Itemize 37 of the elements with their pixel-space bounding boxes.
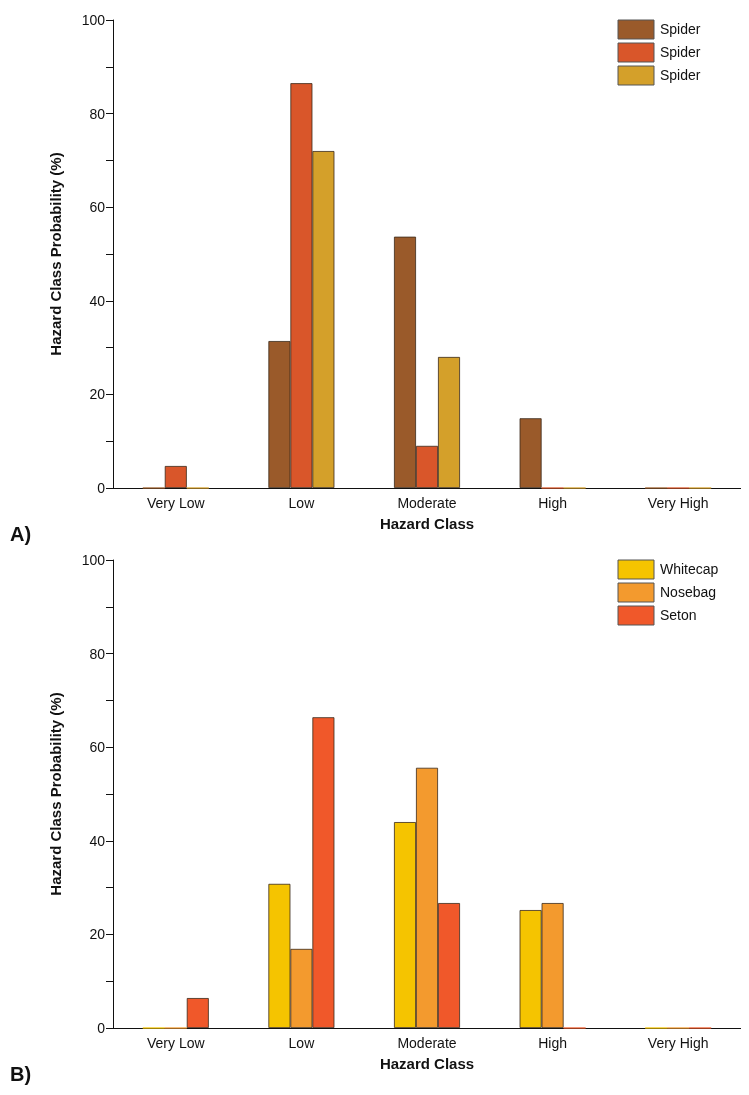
legend-label: Spider xyxy=(660,44,701,60)
x-tick-label: Low xyxy=(288,1035,316,1051)
bar xyxy=(186,998,209,1028)
y-tick-label: 100 xyxy=(81,552,106,568)
x-tick-label: High xyxy=(538,1035,567,1051)
legend-label: Nosebag xyxy=(660,584,717,600)
y-tick-label: 0 xyxy=(97,1020,106,1036)
x-tick-label: Low xyxy=(288,495,316,511)
x-tick-label: Very High xyxy=(647,1035,709,1051)
y-tick-label: 80 xyxy=(89,105,106,122)
y-axis-title: Hazard Class Probability (%) xyxy=(47,152,64,356)
x-tick-label: Moderate xyxy=(397,495,457,511)
y-axis-title: Hazard Class Probability (%) xyxy=(47,692,64,896)
legend-label: Whitecap xyxy=(660,561,719,577)
y-tick-label: 0 xyxy=(97,480,106,496)
y-tick-label: 20 xyxy=(89,386,106,403)
x-tick-label: Moderate xyxy=(397,1035,457,1051)
y-tick-label: 60 xyxy=(89,199,106,216)
y-tick-label: 80 xyxy=(89,645,106,662)
y-tick-label: 40 xyxy=(89,292,106,309)
legend-label: Spider xyxy=(660,67,701,83)
legend-label: Spider xyxy=(660,21,701,37)
x-tick-label: Very Low xyxy=(147,495,206,511)
legend-label: Seton xyxy=(660,607,697,623)
bar xyxy=(519,418,542,488)
x-axis-title: Hazard Class xyxy=(379,1055,475,1072)
x-tick-label: Very High xyxy=(647,495,709,511)
text: B) xyxy=(10,1063,32,1085)
x-tick-label: High xyxy=(538,495,567,511)
y-tick-label: 20 xyxy=(89,926,106,943)
x-tick-label: Very Low xyxy=(147,1035,206,1051)
y-tick-label: 100 xyxy=(81,12,106,28)
y-tick-label: 40 xyxy=(89,832,106,849)
y-tick-label: 60 xyxy=(89,739,106,756)
x-axis-title: Hazard Class xyxy=(379,515,475,532)
bar xyxy=(164,466,187,488)
text: A) xyxy=(10,523,32,545)
